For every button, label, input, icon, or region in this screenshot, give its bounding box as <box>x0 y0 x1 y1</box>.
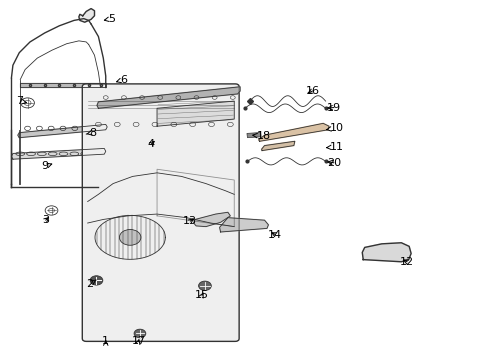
Text: 2: 2 <box>86 279 96 289</box>
Text: 16: 16 <box>305 86 319 96</box>
Polygon shape <box>79 9 95 22</box>
Polygon shape <box>11 148 106 159</box>
Polygon shape <box>220 218 269 232</box>
Polygon shape <box>157 101 234 126</box>
Text: 12: 12 <box>400 257 414 267</box>
FancyBboxPatch shape <box>82 84 239 341</box>
Polygon shape <box>262 141 295 150</box>
Polygon shape <box>194 212 230 226</box>
Polygon shape <box>97 87 240 108</box>
Text: 7: 7 <box>16 96 26 106</box>
Circle shape <box>134 329 146 338</box>
Polygon shape <box>20 83 106 87</box>
Text: 6: 6 <box>117 75 127 85</box>
Circle shape <box>90 276 103 285</box>
Polygon shape <box>18 125 107 138</box>
Text: 20: 20 <box>327 158 341 168</box>
Text: 14: 14 <box>268 230 282 239</box>
Text: 13: 13 <box>183 216 197 226</box>
Text: 10: 10 <box>327 123 344 133</box>
Text: 15: 15 <box>195 291 209 301</box>
Polygon shape <box>362 243 411 262</box>
Text: 8: 8 <box>86 128 96 138</box>
Circle shape <box>198 281 211 291</box>
Polygon shape <box>259 123 329 141</box>
Text: 9: 9 <box>41 161 52 171</box>
Text: 17: 17 <box>131 336 146 346</box>
Text: 4: 4 <box>147 139 155 149</box>
Text: 1: 1 <box>102 336 109 346</box>
Text: 5: 5 <box>104 14 116 24</box>
Text: 18: 18 <box>253 131 270 141</box>
Bar <box>247 132 261 138</box>
Text: 11: 11 <box>327 142 344 152</box>
Circle shape <box>120 229 141 245</box>
Text: 3: 3 <box>42 215 49 225</box>
Text: 19: 19 <box>327 103 341 113</box>
